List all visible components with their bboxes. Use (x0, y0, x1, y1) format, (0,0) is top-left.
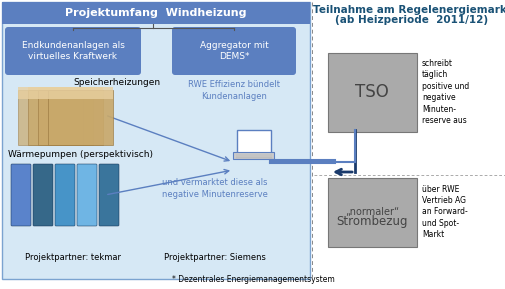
FancyBboxPatch shape (99, 164, 119, 226)
FancyBboxPatch shape (55, 164, 75, 226)
Text: Strombezug: Strombezug (336, 216, 407, 229)
FancyBboxPatch shape (38, 90, 103, 145)
Text: „normaler“: „normaler“ (344, 207, 398, 217)
Text: über RWE
Vertrieb AG
an Forward-
und Spot-
Markt: über RWE Vertrieb AG an Forward- und Spo… (421, 185, 467, 239)
FancyBboxPatch shape (28, 87, 93, 99)
Text: Projektpartner: Siemens: Projektpartner: Siemens (164, 253, 266, 262)
Text: Speicherheizungen: Speicherheizungen (73, 78, 160, 87)
FancyBboxPatch shape (28, 90, 93, 145)
FancyBboxPatch shape (2, 2, 310, 279)
FancyBboxPatch shape (233, 151, 274, 158)
FancyBboxPatch shape (11, 164, 31, 226)
Text: TSO: TSO (355, 83, 388, 101)
Text: Endkundenanlagen als
virtuelles Kraftwerk: Endkundenanlagen als virtuelles Kraftwer… (22, 40, 124, 61)
Text: * Dezentrales Energiemanagementsystem: * Dezentrales Energiemanagementsystem (171, 275, 334, 284)
Text: Projektpartner: tekmar: Projektpartner: tekmar (25, 253, 121, 262)
Text: Wärmepumpen (perspektivisch): Wärmepumpen (perspektivisch) (8, 150, 153, 159)
FancyBboxPatch shape (2, 2, 310, 24)
FancyBboxPatch shape (48, 90, 113, 145)
FancyBboxPatch shape (38, 87, 103, 99)
Text: Aggregator mit
DEMS*: Aggregator mit DEMS* (199, 40, 268, 61)
Text: RWE Effizienz bündelt
Kundenanlagen: RWE Effizienz bündelt Kundenanlagen (188, 80, 279, 101)
FancyBboxPatch shape (172, 27, 295, 75)
FancyBboxPatch shape (18, 90, 83, 145)
FancyBboxPatch shape (327, 53, 416, 132)
Text: (ab Heizperiode  2011/12): (ab Heizperiode 2011/12) (335, 15, 488, 25)
FancyBboxPatch shape (18, 87, 83, 99)
FancyBboxPatch shape (33, 164, 53, 226)
Text: schreibt
täglich
positive und
negative
Minuten-
reserve aus: schreibt täglich positive und negative M… (421, 59, 468, 125)
Text: Projektumfang  Windheizung: Projektumfang Windheizung (65, 8, 246, 18)
FancyBboxPatch shape (48, 87, 113, 99)
FancyBboxPatch shape (77, 164, 97, 226)
FancyBboxPatch shape (5, 27, 141, 75)
FancyBboxPatch shape (327, 178, 416, 247)
FancyBboxPatch shape (236, 130, 271, 154)
Text: und vermarktet diese als
negative Minutenreserve: und vermarktet diese als negative Minute… (162, 178, 268, 199)
Text: Teilnahme am Regelenergiemarkt: Teilnahme am Regelenergiemarkt (312, 5, 505, 15)
